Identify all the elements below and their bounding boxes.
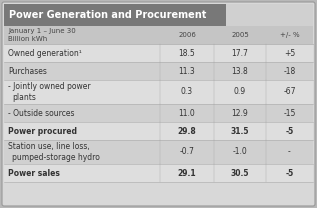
Bar (4, 26, 313, 44)
Text: 12.9: 12.9 (232, 109, 249, 118)
Text: -15: -15 (283, 109, 296, 118)
Text: Power procured: Power procured (8, 126, 77, 135)
Text: 11.0: 11.0 (178, 109, 195, 118)
Text: 2006: 2006 (178, 32, 196, 38)
Text: -5: -5 (285, 126, 294, 135)
Text: 13.8: 13.8 (232, 67, 249, 76)
Text: Power Generation and Procurement: Power Generation and Procurement (9, 10, 206, 20)
Text: -5: -5 (285, 168, 294, 177)
Text: Power sales: Power sales (8, 168, 60, 177)
Text: -0.7: -0.7 (179, 147, 194, 156)
Text: 2005: 2005 (231, 32, 249, 38)
Text: pumped-storage hydro: pumped-storage hydro (12, 153, 100, 162)
Bar (4, 44, 313, 62)
Text: 31.5: 31.5 (231, 126, 249, 135)
Text: 18.5: 18.5 (178, 48, 195, 57)
Bar (4, 4, 226, 26)
Bar (4, 80, 313, 104)
Text: -67: -67 (283, 88, 296, 97)
Bar (4, 62, 313, 80)
Text: Station use, line loss,: Station use, line loss, (8, 142, 90, 151)
Text: 17.7: 17.7 (231, 48, 249, 57)
Text: Purchases: Purchases (8, 67, 47, 76)
Bar (226, 4, 313, 26)
Text: -: - (288, 147, 291, 156)
Text: -1.0: -1.0 (233, 147, 247, 156)
Bar (4, 104, 313, 122)
Text: 29.8: 29.8 (178, 126, 196, 135)
Bar (4, 140, 313, 164)
Text: Billion kWh: Billion kWh (8, 36, 47, 42)
Text: +/- %: +/- % (280, 32, 299, 38)
Bar (4, 164, 313, 182)
Text: +5: +5 (284, 48, 295, 57)
Text: January 1 – June 30: January 1 – June 30 (8, 27, 76, 33)
FancyBboxPatch shape (2, 2, 315, 206)
Text: 29.1: 29.1 (178, 168, 196, 177)
Text: 0.9: 0.9 (234, 88, 246, 97)
Text: -18: -18 (283, 67, 296, 76)
Text: - Outside sources: - Outside sources (8, 109, 74, 118)
Text: 30.5: 30.5 (231, 168, 249, 177)
Bar (4, 122, 313, 140)
Text: - Jointly owned power: - Jointly owned power (8, 82, 91, 91)
Text: plants: plants (12, 93, 36, 102)
Text: Owned generation¹: Owned generation¹ (8, 48, 82, 57)
Text: 0.3: 0.3 (181, 88, 193, 97)
Text: 11.3: 11.3 (178, 67, 195, 76)
